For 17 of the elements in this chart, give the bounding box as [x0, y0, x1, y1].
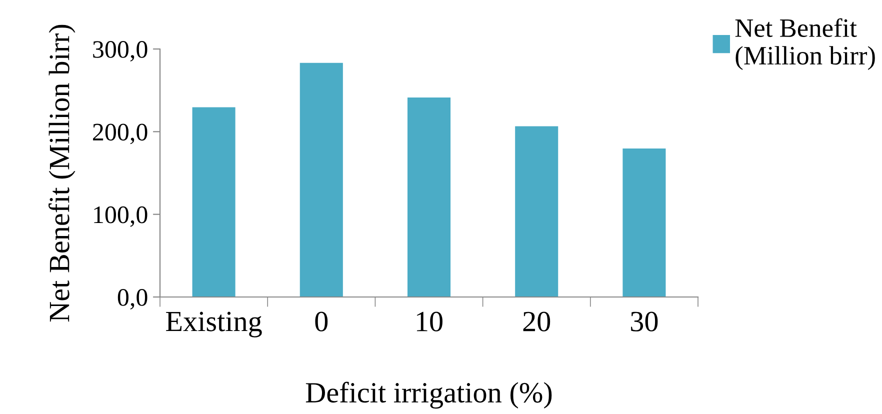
x-tick-label: 30 [631, 312, 658, 332]
x-axis-title: Deficit irrigation (%) [306, 382, 552, 409]
bar [300, 62, 343, 297]
y-tick-label: 200,0 [93, 124, 148, 144]
bar [515, 126, 558, 297]
y-tick-label: 100,0 [94, 206, 148, 227]
x-tick-label: 0 [315, 312, 328, 332]
bar [622, 148, 666, 297]
x-tick-label: Existing [166, 312, 262, 338]
bar [407, 98, 451, 297]
legend-label: Net Benefit (Million birr) [735, 18, 875, 70]
x-tick-label: 10 [416, 312, 442, 332]
y-tick-label: 300,0 [93, 41, 148, 62]
bar [192, 107, 236, 297]
y-tick-label: 0,0 [118, 289, 148, 310]
x-tick-label: 20 [523, 312, 550, 332]
y-axis-title: Net Benefit (Million birr) [48, 24, 76, 322]
